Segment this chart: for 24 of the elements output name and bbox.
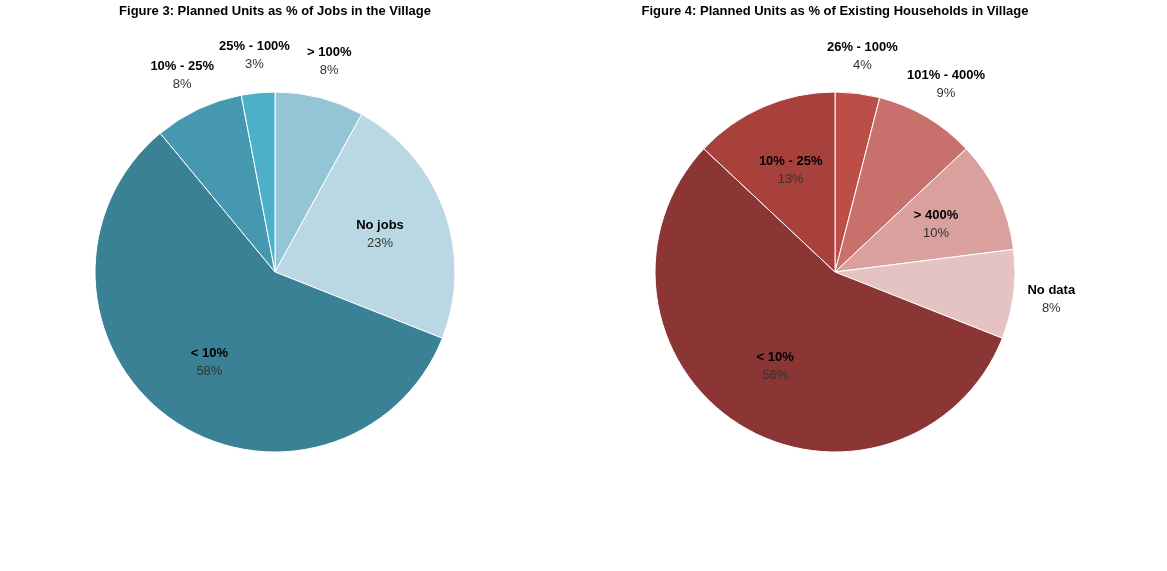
chart-title: Figure 3: Planned Units as % of Jobs in the Village (119, 3, 431, 18)
slice-label: No data (1027, 282, 1076, 298)
data-label: 8% (319, 61, 340, 77)
data-label: 58% (196, 363, 223, 379)
slice-label: 10% - 25% (758, 152, 823, 168)
data-label: 3% (245, 55, 265, 71)
data-label: 56% (762, 367, 789, 383)
data-label: 9% (936, 85, 956, 101)
slice-label: 26% - 100% (826, 38, 899, 54)
slice-label: > 400% (913, 207, 959, 223)
slice-label: 10% - 25% (150, 57, 215, 73)
slice-label: 25% - 100% (219, 37, 291, 53)
data-label: 10% (922, 225, 950, 241)
data-label: 8% (1041, 300, 1062, 316)
slice-label: < 10% (756, 349, 795, 365)
data-label: 8% (172, 75, 193, 91)
slice-label: No jobs (356, 217, 404, 233)
data-label: 4% (852, 56, 873, 72)
data-label: 23% (366, 235, 394, 251)
chart-title: Figure 4: Planned Units as % of Existing Households in Village (641, 3, 1029, 18)
slice-label: > 100% (306, 43, 352, 59)
slice-label: 101% - 400% (906, 67, 986, 83)
data-label: 13% (777, 170, 805, 186)
slice-label: < 10% (190, 345, 229, 361)
